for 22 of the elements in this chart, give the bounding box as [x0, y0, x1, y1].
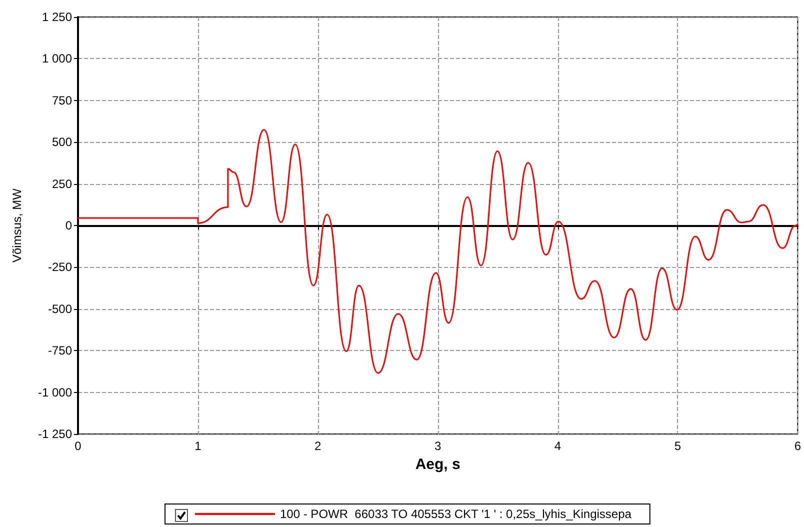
y-tick-label: 750 — [52, 93, 72, 108]
y-tick-label: -1 250 — [38, 427, 72, 441]
x-tick-label: 0 — [74, 439, 82, 453]
y-tick-label: 500 — [52, 135, 72, 150]
x-tick-label: 1 — [194, 439, 202, 453]
line-series — [77, 129, 798, 374]
x-tick-label: 2 — [314, 439, 322, 453]
y-tick-label: 1 250 — [42, 10, 72, 24]
text: 100 - POWR 66033 TO 405553 CKT '1 ' : 0,25s_lyhis_Kingissepa — [280, 507, 632, 521]
y-tick-label: -1 000 — [38, 385, 72, 400]
y-tick-label: -500 — [48, 302, 72, 316]
y-axis-title: Võimsus, MW — [10, 188, 24, 263]
y-tick-label: 1 000 — [42, 52, 72, 66]
y-tick-label: 0 — [65, 218, 72, 232]
x-tick-label: 4 — [554, 439, 562, 453]
x-tick-label: 3 — [434, 439, 442, 453]
x-tick-label: 5 — [674, 439, 682, 453]
x-axis-title: Aeg, s — [415, 456, 460, 473]
y-tick-label: -750 — [48, 344, 72, 358]
y-tick-label: 250 — [52, 176, 72, 191]
x-tick-label: 6 — [794, 439, 802, 453]
y-tick-label: -250 — [48, 260, 72, 274]
